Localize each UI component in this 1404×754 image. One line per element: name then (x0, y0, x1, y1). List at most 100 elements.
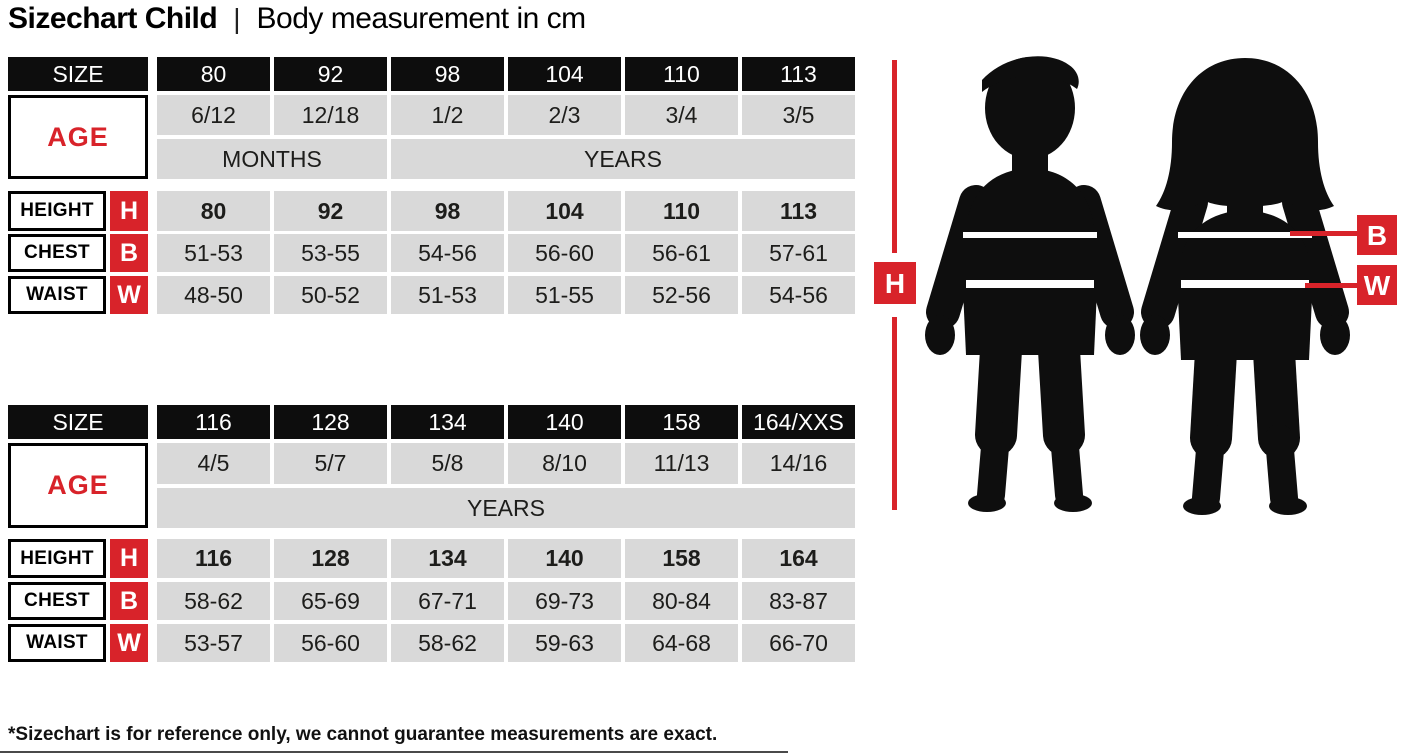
boy-right-hand (1105, 315, 1135, 355)
boy-hair (982, 56, 1079, 92)
boy-silhouette (925, 56, 1135, 512)
chest-cells: 58-62 65-69 67-71 69-73 80-84 83-87 (157, 582, 856, 620)
h-badge-icon (874, 262, 916, 304)
w-badge-icon (1357, 265, 1397, 305)
table-cell: 65-69 (274, 582, 387, 620)
height-row: HEIGHT H 116 128 134 140 158 164 (8, 539, 856, 578)
height-line-top (892, 60, 897, 253)
b-badge-icon (1357, 215, 1397, 255)
page-title: Sizechart Child | Body measurement in cm (8, 2, 586, 36)
age-cells: 6/12 12/18 1/2 2/3 3/4 3/5 (157, 95, 856, 135)
boy-waist-line (966, 280, 1094, 288)
girl-right-calf (1265, 424, 1298, 512)
chest-row: CHEST B 51-53 53-55 54-56 56-60 56-61 57-61 (8, 234, 856, 272)
size-row: SIZE 116 128 134 140 158 164/XXS (8, 405, 856, 439)
girl-right-arm (1282, 185, 1349, 329)
waist-label: WAIST (8, 624, 106, 662)
table-cell: 48-50 (157, 276, 270, 314)
boy-right-thigh (1038, 329, 1085, 456)
table-cell: 164 (742, 539, 855, 578)
table-cell: 14/16 (742, 443, 855, 484)
table-cell: 3/5 (742, 95, 855, 135)
table-cell: 58-62 (391, 624, 504, 662)
waist-row: WAIST W 48-50 50-52 51-53 51-55 52-56 54-56 (8, 276, 856, 314)
height-cells: 116 128 134 140 158 164 (157, 539, 856, 578)
table-cell: 59-63 (508, 624, 621, 662)
table-cell: 5/7 (274, 443, 387, 484)
boy-left-hand (925, 315, 955, 355)
girl-chest-line (1178, 232, 1312, 238)
table-cell: 164/XXS (742, 405, 855, 439)
table-cell: 116 (157, 405, 270, 439)
girl-left-calf (1192, 424, 1225, 512)
chest-row: CHEST B 58-62 65-69 67-71 69-73 80-84 83-87 (8, 582, 856, 620)
table-cell: 140 (508, 539, 621, 578)
table-cell: YEARS (391, 139, 855, 179)
table-cell: 92 (274, 191, 387, 231)
table-cell: 110 (625, 191, 738, 231)
table-cell: 52-56 (625, 276, 738, 314)
height-label: HEIGHT (8, 539, 106, 578)
table-cell: 50-52 (274, 276, 387, 314)
table-cell: 4/5 (157, 443, 270, 484)
table-cell: 56-60 (274, 624, 387, 662)
table-cell: 134 (391, 405, 504, 439)
boy-left-calf (977, 421, 1010, 509)
age-unit-cells: MONTHS YEARS (157, 139, 856, 179)
girl-right-foot (1269, 497, 1307, 515)
table-cell: 54-56 (742, 276, 855, 314)
table-cell: 54-56 (391, 234, 504, 272)
table-cell: 5/8 (391, 443, 504, 484)
table-cell: 64-68 (625, 624, 738, 662)
table-cell: 158 (625, 405, 738, 439)
age-cells: 4/5 5/7 5/8 8/10 11/13 14/16 (157, 443, 856, 484)
waist-cells: 53-57 56-60 58-62 59-63 64-68 66-70 (157, 624, 856, 662)
girl-left-arm (1141, 185, 1208, 329)
boy-left-foot (968, 494, 1006, 512)
chest-letter-badge: B (110, 582, 148, 620)
table-cell: 98 (391, 57, 504, 91)
height-row: HEIGHT H 80 92 98 104 110 113 (8, 191, 856, 231)
table-cell: 6/12 (157, 95, 270, 135)
table-cell: 140 (508, 405, 621, 439)
girl-left-thigh (1190, 331, 1237, 459)
title-main: Sizechart Child (8, 2, 218, 35)
footnote: *Sizechart is for reference only, we can… (8, 724, 718, 745)
waist-row: WAIST W 53-57 56-60 58-62 59-63 64-68 66-70 (8, 624, 856, 662)
boy-right-calf (1050, 421, 1083, 509)
table-cell: 3/4 (625, 95, 738, 135)
table-cell: 113 (742, 57, 855, 91)
title-subtitle: Body measurement in cm (256, 2, 587, 35)
table-cell: 53-55 (274, 234, 387, 272)
h-badge-letter: H (885, 268, 905, 299)
table-cell: 56-61 (625, 234, 738, 272)
waist-marker: W (1305, 265, 1397, 305)
table-cell: 8/10 (508, 443, 621, 484)
size-header: SIZE (8, 405, 148, 439)
table-cell: 158 (625, 539, 738, 578)
table-cell: 83-87 (742, 582, 855, 620)
chest-label: CHEST (8, 234, 106, 272)
table-cell: 11/13 (625, 443, 738, 484)
table-cell: MONTHS (157, 139, 387, 179)
sizechart-table-large: SIZE 116 128 134 140 158 164/XXS AGE 4/5 5/7 5/… (8, 405, 856, 662)
chest-letter-badge: B (110, 234, 148, 272)
girl-right-hand (1320, 315, 1350, 355)
table-cell: 128 (274, 539, 387, 578)
chest-marker: B (1290, 215, 1397, 255)
age-unit-cells: YEARS (157, 488, 856, 528)
table-cell: 116 (157, 539, 270, 578)
table-cell: 128 (274, 405, 387, 439)
size-row: SIZE 80 92 98 104 110 113 (8, 57, 856, 91)
boy-torso (963, 168, 1097, 355)
chest-label: CHEST (8, 582, 106, 620)
height-line-bottom (892, 317, 897, 510)
age-header: AGE (8, 443, 148, 528)
waist-cells: 48-50 50-52 51-53 51-55 52-56 54-56 (157, 276, 856, 314)
table-cell: 104 (508, 191, 621, 231)
boy-chest-line (963, 232, 1097, 238)
bottom-rule (0, 751, 788, 753)
table-cell: 58-62 (157, 582, 270, 620)
chest-cells: 51-53 53-55 54-56 56-60 56-61 57-61 (157, 234, 856, 272)
